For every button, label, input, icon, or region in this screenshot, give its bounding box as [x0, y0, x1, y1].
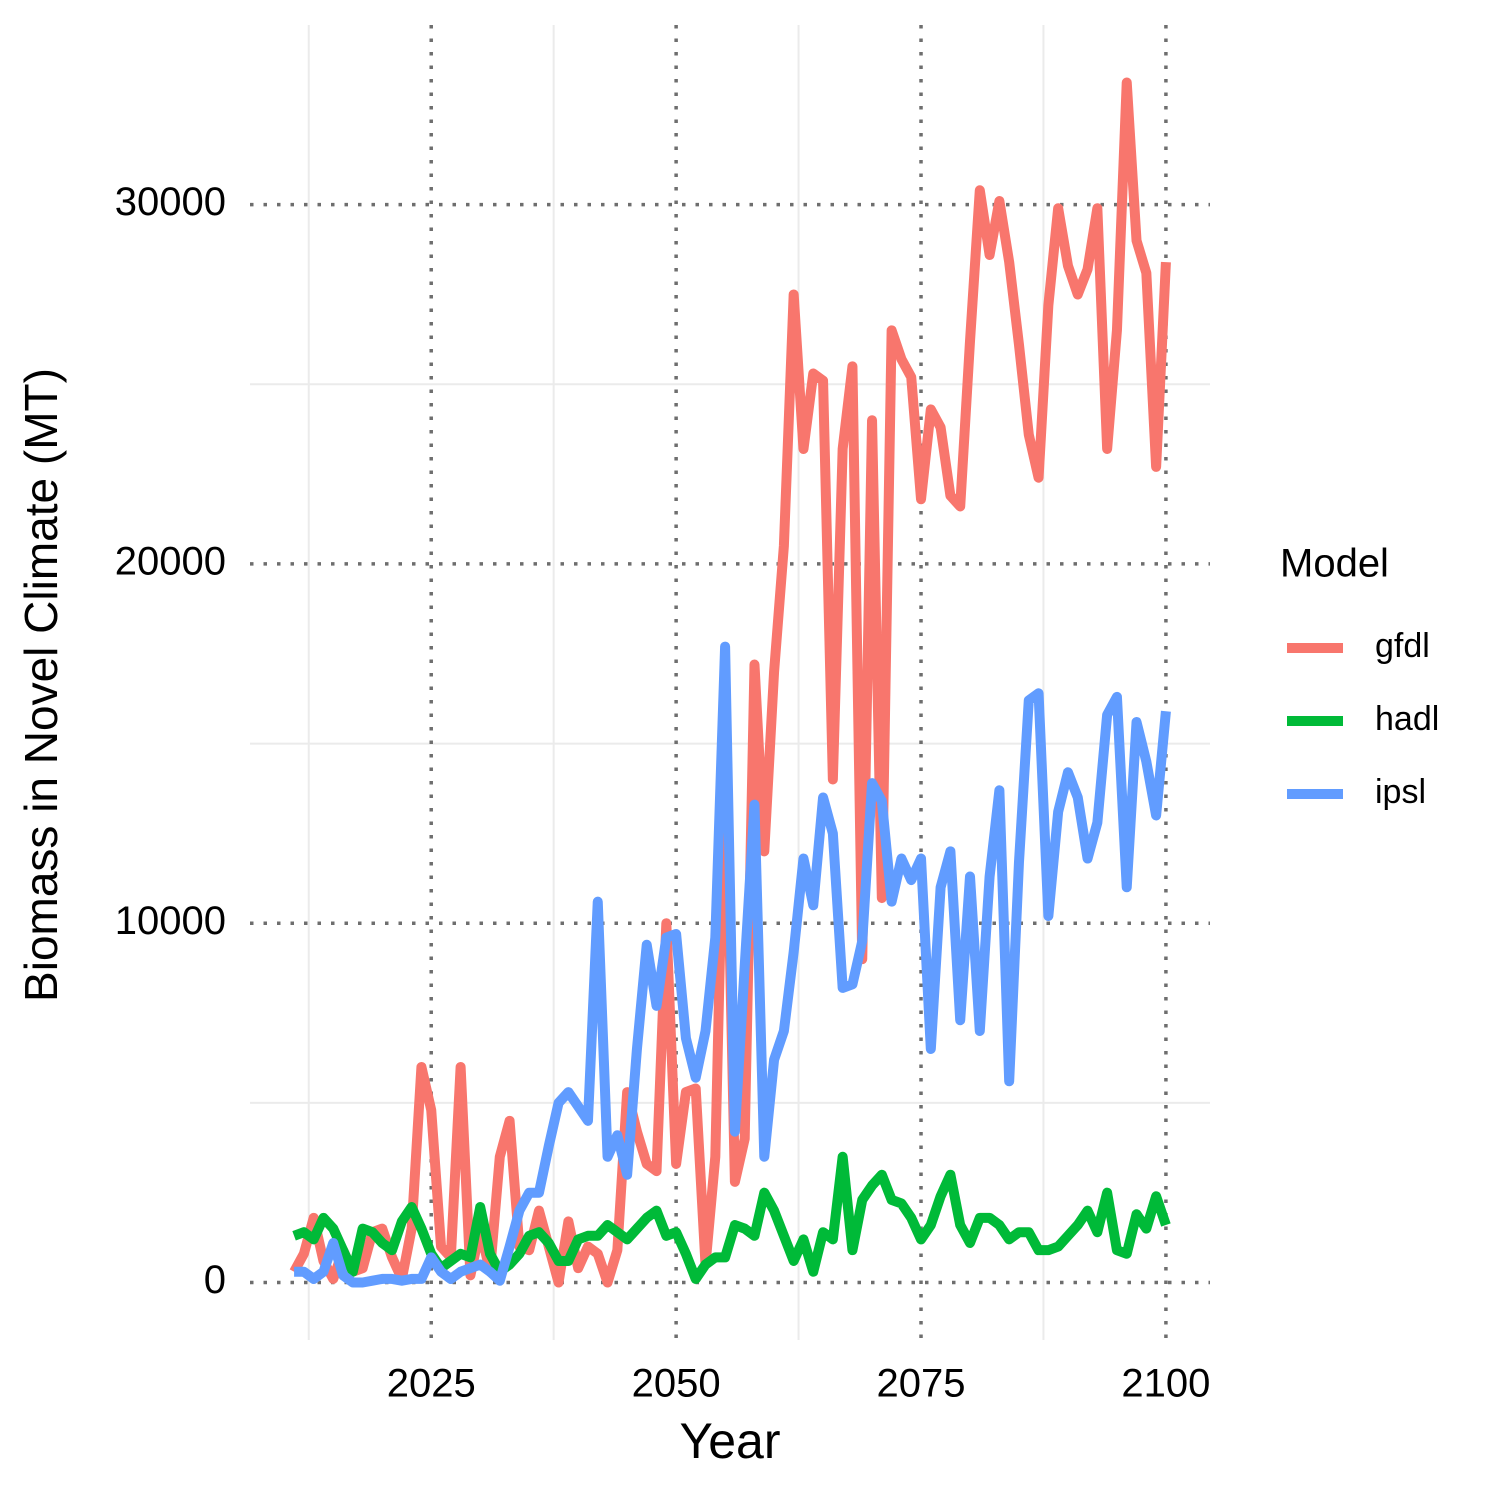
legend-label: ipsl	[1375, 773, 1426, 811]
x-axis-title: Year	[679, 1413, 780, 1469]
y-tick-label: 30000	[115, 180, 226, 224]
y-tick-label: 10000	[115, 899, 226, 943]
x-tick-label: 2050	[632, 1362, 721, 1406]
legend-label: gfdl	[1375, 627, 1430, 665]
legend-label: hadl	[1375, 700, 1439, 738]
y-tick-label: 20000	[115, 539, 226, 583]
legend-title: Model	[1280, 542, 1389, 586]
series-line	[294, 641, 1171, 1288]
y-axis-title: Biomass in Novel Climate (MT)	[15, 368, 67, 1002]
x-tick-label: 2100	[1121, 1362, 1210, 1406]
x-tick-label: 2075	[877, 1362, 966, 1406]
x-tick-label: 2025	[387, 1362, 476, 1406]
y-tick-label: 0	[204, 1258, 226, 1302]
